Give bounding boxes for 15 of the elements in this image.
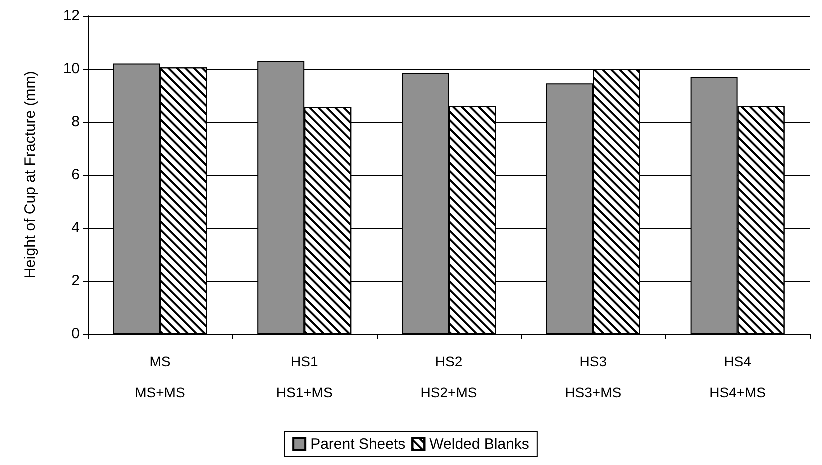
y-tick-label: 0 xyxy=(72,326,80,342)
y-tick-label: 6 xyxy=(72,166,80,184)
y-axis-title: Height of Cup at Fracture (mm) xyxy=(22,71,39,279)
x-tick-label: HS4 HS4+MS xyxy=(710,354,766,400)
y-tick-label: 4 xyxy=(72,220,80,236)
x-tick-label: MS MS+MS xyxy=(135,354,186,400)
y-tick-label: 2 xyxy=(72,272,80,290)
y-tick-label: 12 xyxy=(63,8,80,24)
x-tick-label: HS2 HS2+MS xyxy=(420,354,478,400)
legend-label: Parent Sheets xyxy=(310,436,406,453)
x-tick-label: HS1 HS1+MS xyxy=(276,354,333,400)
y-tick-label: 10 xyxy=(63,60,80,78)
legend-label: Welded Blanks xyxy=(430,436,530,453)
x-tick-label: HS3 HS3+MS xyxy=(565,354,622,400)
y-tick-label: 8 xyxy=(72,114,80,130)
